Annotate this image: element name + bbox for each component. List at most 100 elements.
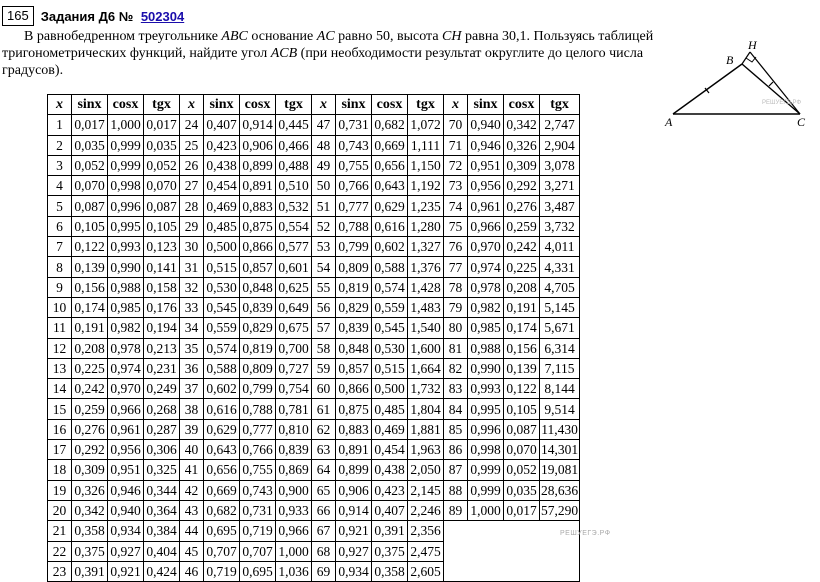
value-cell: 0,105	[71, 215, 108, 238]
angle-cell: 13	[47, 357, 72, 380]
value-cell: 0,292	[71, 439, 108, 461]
angle-cell: 14	[47, 378, 72, 400]
value-cell: 0,946	[107, 479, 144, 501]
value-cell: 0,306	[143, 439, 180, 461]
value-cell: 3,271	[538, 175, 581, 197]
angle-cell: 73	[443, 175, 468, 197]
value-cell: 0,669	[371, 134, 408, 156]
value-cell: 0,700	[275, 337, 312, 359]
table-row: 4 0,070 0,998 0,070 27 0,454 0,891 0,510 50 0,766…	[47, 175, 581, 197]
angle-cell: 74	[443, 195, 468, 217]
table-row: 5 0,087 0,996 0,087 28 0,469 0,883 0,532 51 0,777…	[47, 195, 581, 217]
trig-table: x sinx cosx tgx x sinx cosx tgx x sinx cosx tgx x sin…	[47, 93, 581, 582]
value-cell: 1,600	[407, 337, 444, 359]
value-cell: 0,287	[143, 418, 180, 441]
value-cell: 0,857	[239, 256, 276, 278]
value-cell: 0,899	[239, 154, 276, 177]
value-cell: 0,707	[239, 540, 276, 562]
value-cell: 0,087	[143, 195, 180, 217]
task-title: Задания Д6 № 502304	[41, 9, 185, 24]
table-row: 18 0,309 0,951 0,325 41 0,656 0,755 0,869 64 0,89…	[47, 459, 581, 481]
value-cell: 0,629	[203, 418, 240, 441]
header-1: sinx	[71, 93, 108, 116]
angle-cell: 38	[179, 398, 204, 420]
value-cell: 0,485	[203, 215, 240, 238]
value-cell: 0,105	[503, 398, 540, 420]
value-cell: 0,454	[371, 439, 408, 461]
value-cell: 3,078	[538, 154, 581, 177]
angle-cell: 34	[179, 317, 204, 339]
angle-cell: 81	[443, 337, 468, 359]
header-1: sinx	[467, 93, 504, 116]
label-a: A	[664, 115, 673, 129]
table-row: 9 0,156 0,988 0,158 32 0,530 0,848 0,625 55 0,819…	[47, 276, 581, 298]
value-cell: 1,664	[407, 357, 444, 380]
value-cell: 0,899	[335, 459, 372, 481]
value-cell: 1,280	[407, 215, 444, 238]
angle-cell: 84	[443, 398, 468, 420]
angle-cell: 65	[311, 479, 336, 501]
value-cell: 0,777	[239, 418, 276, 441]
value-cell: 4,705	[538, 276, 581, 298]
value-cell: 0,985	[107, 296, 144, 319]
value-cell: 0,070	[71, 175, 108, 197]
value-cell: 0,656	[371, 154, 408, 177]
angle-cell: 63	[311, 439, 336, 461]
value-cell: 1,000	[107, 114, 144, 136]
value-cell: 0,819	[335, 276, 372, 298]
value-cell: 0,469	[203, 195, 240, 217]
angle-cell: 6	[47, 215, 72, 238]
value-cell: 1,428	[407, 276, 444, 298]
value-cell: 0,727	[275, 357, 312, 380]
header-1: sinx	[335, 93, 372, 116]
value-cell: 0,966	[107, 398, 144, 420]
value-cell: 0,035	[143, 134, 180, 156]
value-cell: 0,545	[203, 296, 240, 319]
angle-cell: 36	[179, 357, 204, 380]
value-cell: 0,978	[467, 276, 504, 298]
angle-cell: 59	[311, 357, 336, 380]
value-cell: 0,532	[275, 195, 312, 217]
label-c: C	[797, 115, 806, 129]
value-cell: 0,961	[107, 418, 144, 441]
value-cell: 0,921	[107, 560, 144, 582]
value-cell: 0,777	[335, 195, 372, 217]
figure-watermark: РЕШУЕГЭ.РФ	[762, 100, 801, 106]
value-cell: 0,423	[203, 134, 240, 156]
value-cell: 0,629	[371, 195, 408, 217]
value-cell: 0,309	[503, 154, 540, 177]
value-cell: 0,788	[335, 215, 372, 238]
value-cell: 0,292	[503, 175, 540, 197]
value-cell: 0,191	[503, 296, 540, 319]
value-cell: 0,035	[503, 479, 540, 501]
task-id-link[interactable]: 502304	[140, 8, 185, 24]
value-cell: 0,070	[503, 439, 540, 461]
value-cell: 0,819	[239, 337, 276, 359]
value-cell: 0,602	[203, 378, 240, 400]
value-cell: 0,358	[71, 520, 108, 542]
angle-cell: 33	[179, 296, 204, 319]
table-row: 15 0,259 0,966 0,268 38 0,616 0,788 0,781 61 0,87…	[47, 398, 581, 420]
value-cell: 0,970	[107, 378, 144, 400]
header-3: tgx	[538, 93, 581, 116]
value-cell: 0,176	[143, 296, 180, 319]
value-cell: 0,857	[335, 357, 372, 380]
value-cell: 0,510	[275, 175, 312, 197]
value-cell: 0,869	[275, 459, 312, 481]
value-cell: 0,731	[335, 114, 372, 136]
value-cell: 0,191	[71, 317, 108, 339]
value-cell: 0,921	[335, 520, 372, 542]
value-cell: 0,999	[107, 154, 144, 177]
value-cell: 3,732	[538, 215, 581, 238]
value-cell: 0,309	[71, 459, 108, 481]
value-cell: 0,438	[203, 154, 240, 177]
value-cell: 0,799	[335, 236, 372, 258]
angle-cell: 54	[311, 256, 336, 278]
value-cell: 0,934	[335, 560, 372, 582]
value-cell: 0,695	[203, 520, 240, 542]
value-cell: 0,985	[467, 317, 504, 339]
value-cell: 0,141	[143, 256, 180, 278]
value-cell: 0,839	[335, 317, 372, 339]
value-cell: 0,755	[239, 459, 276, 481]
value-cell: 28,636	[538, 479, 581, 501]
